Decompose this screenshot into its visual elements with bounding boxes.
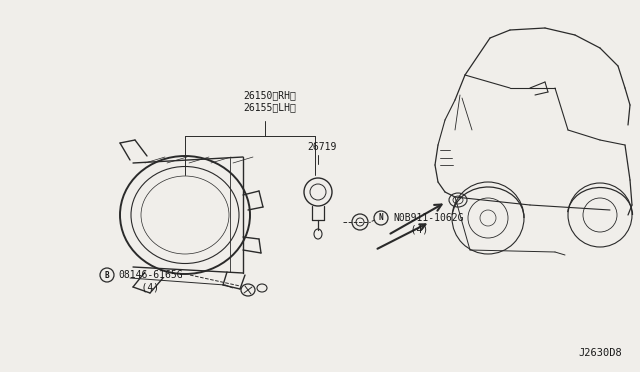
Text: 26150〈RH〉: 26150〈RH〉 (244, 90, 296, 100)
Text: J2630D8: J2630D8 (579, 348, 622, 358)
Text: N0B911-1062G: N0B911-1062G (393, 213, 463, 223)
Text: N: N (379, 214, 383, 222)
Text: B: B (105, 270, 109, 279)
Text: 26719: 26719 (307, 142, 337, 152)
Text: 08146-6165G: 08146-6165G (118, 270, 182, 280)
Text: (4): (4) (118, 282, 159, 292)
Text: 26155〈LH〉: 26155〈LH〉 (244, 102, 296, 112)
Text: (4): (4) (393, 225, 428, 235)
